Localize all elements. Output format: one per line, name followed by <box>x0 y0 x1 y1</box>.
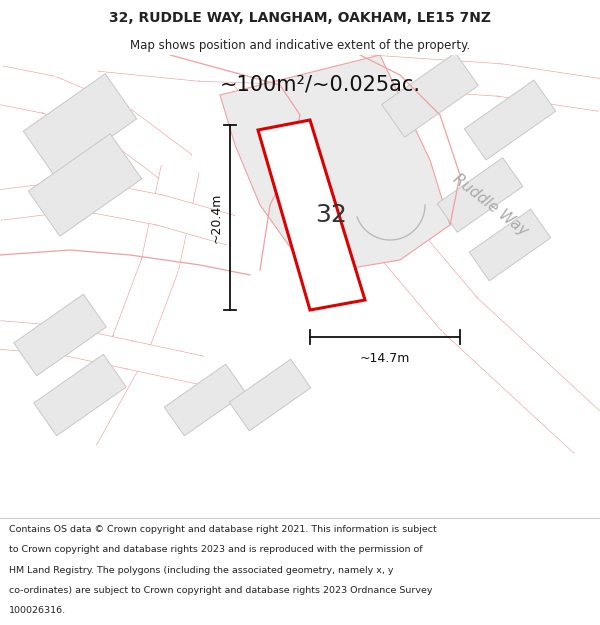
Text: ~14.7m: ~14.7m <box>360 352 410 365</box>
Polygon shape <box>43 78 127 142</box>
Polygon shape <box>23 74 137 176</box>
Polygon shape <box>0 66 54 114</box>
Polygon shape <box>469 209 551 281</box>
Polygon shape <box>57 326 133 369</box>
Polygon shape <box>258 120 365 310</box>
Polygon shape <box>164 364 246 436</box>
Polygon shape <box>77 180 163 225</box>
Polygon shape <box>497 64 600 111</box>
Polygon shape <box>109 110 191 185</box>
Text: co-ordinates) are subject to Crown copyright and database rights 2023 Ordnance S: co-ordinates) are subject to Crown copyr… <box>9 586 433 595</box>
Text: 32, RUDDLE WAY, LANGHAM, OAKHAM, LE15 7NZ: 32, RUDDLE WAY, LANGHAM, OAKHAM, LE15 7N… <box>109 11 491 25</box>
Polygon shape <box>220 55 450 275</box>
Text: 32: 32 <box>315 203 347 227</box>
Text: Ruddle Way: Ruddle Way <box>449 171 530 239</box>
Polygon shape <box>142 166 199 269</box>
Polygon shape <box>444 298 600 452</box>
Polygon shape <box>349 54 501 96</box>
Polygon shape <box>98 39 202 81</box>
Text: HM Land Registry. The polygons (including the associated geometry, namely x, y: HM Land Registry. The polygons (includin… <box>9 566 394 574</box>
Polygon shape <box>0 321 61 354</box>
Polygon shape <box>127 341 203 384</box>
Polygon shape <box>229 359 311 431</box>
Polygon shape <box>464 80 556 160</box>
Text: ~20.4m: ~20.4m <box>209 192 223 242</box>
Polygon shape <box>437 158 523 232</box>
Polygon shape <box>221 39 478 331</box>
Polygon shape <box>34 354 126 436</box>
Polygon shape <box>14 294 106 376</box>
Polygon shape <box>28 134 142 236</box>
Polygon shape <box>112 258 178 352</box>
Polygon shape <box>156 196 234 244</box>
Polygon shape <box>199 49 350 86</box>
Polygon shape <box>64 336 146 444</box>
Text: ~100m²/~0.025ac.: ~100m²/~0.025ac. <box>220 75 421 95</box>
Polygon shape <box>0 180 82 220</box>
Polygon shape <box>382 52 478 138</box>
Text: Contains OS data © Crown copyright and database right 2021. This information is : Contains OS data © Crown copyright and d… <box>9 525 437 534</box>
Text: to Crown copyright and database rights 2023 and is reproduced with the permissio: to Crown copyright and database rights 2… <box>9 545 422 554</box>
Text: 100026316.: 100026316. <box>9 606 66 615</box>
Text: Map shows position and indicative extent of the property.: Map shows position and indicative extent… <box>130 39 470 51</box>
